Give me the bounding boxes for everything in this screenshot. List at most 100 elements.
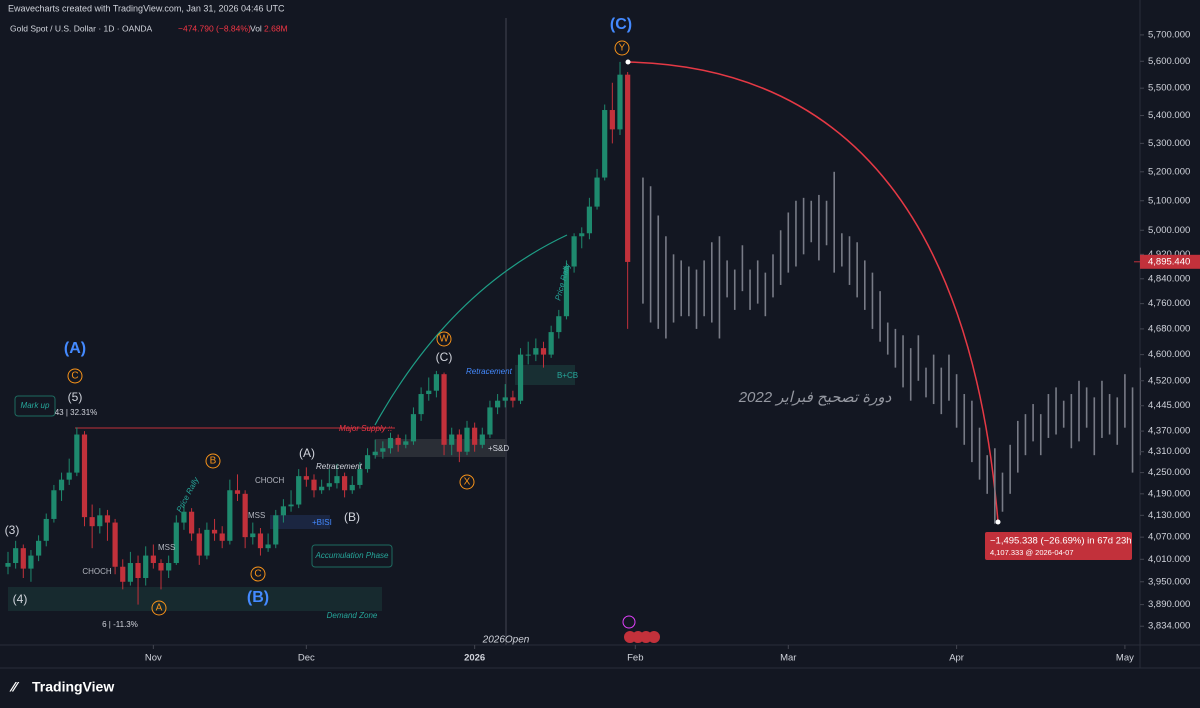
logo-mark: ⁄⁄ [9, 679, 19, 695]
wave-label: B [210, 456, 217, 467]
accumulation-box [311, 544, 393, 568]
y-tick-label: 5,000.000 [1148, 225, 1190, 236]
annotation: Retracement [316, 462, 363, 471]
candle-body [517, 354, 524, 401]
arc-end-dot [995, 519, 1001, 525]
candle-body [51, 490, 57, 519]
measure-label: −1,495.338 (−26.69%) in 67d 23h [990, 536, 1132, 547]
candle-body [89, 517, 95, 527]
annotation: +BISI [312, 518, 332, 527]
candle-body [196, 533, 202, 556]
candle-body [380, 448, 386, 452]
y-tick-label: 4,760.000 [1148, 298, 1190, 309]
y-tick-label: 4,310.000 [1148, 446, 1190, 457]
wave-label: (3) [5, 523, 20, 537]
wave-circle [436, 331, 452, 347]
candle-body [150, 555, 156, 564]
x-tick-label: Mar [780, 653, 796, 664]
candle-body [219, 533, 225, 541]
annotation: B+CB [557, 371, 578, 380]
bisi-box [270, 515, 330, 529]
candle-body [609, 110, 615, 130]
y-tick-label: 5,400.000 [1148, 110, 1190, 121]
candle-body [510, 397, 516, 401]
wave-label: (B) [247, 589, 269, 606]
y-tick-label: 5,100.000 [1148, 195, 1190, 206]
x-tick-label: 2026 [464, 653, 485, 664]
candle-body [97, 515, 103, 527]
candle-body [28, 555, 34, 569]
wave-label: (A) [64, 340, 86, 357]
candle-body [617, 74, 623, 130]
candle-body [456, 434, 462, 452]
wave-label: (5) [68, 390, 83, 404]
candle-body [265, 544, 271, 549]
last-price-label: 4,895.440 [1148, 256, 1190, 267]
candle-body [586, 206, 592, 234]
candle-body [418, 394, 424, 415]
candle-body [387, 437, 394, 449]
wave-label: A [156, 603, 163, 614]
markup-box [14, 395, 56, 417]
stat-label: 43 | 32.31% [55, 408, 98, 417]
wave-label: (B) [344, 510, 360, 524]
arc-start-dot [625, 59, 631, 65]
y-tick-label: 5,300.000 [1148, 138, 1190, 149]
y-tick-label: 5,200.000 [1148, 166, 1190, 177]
candle-body [74, 434, 80, 473]
candle-body [579, 233, 585, 237]
y-tick-label: 4,840.000 [1148, 273, 1190, 284]
y-tick-label: 3,890.000 [1148, 599, 1190, 610]
candle-body [135, 563, 141, 578]
candle-body [143, 555, 149, 578]
candle-body [257, 533, 264, 549]
candle-body [181, 511, 187, 523]
candle-body [166, 563, 172, 571]
brand[interactable]: TradingView [32, 679, 114, 695]
candle-body [548, 332, 554, 355]
y-tick-label: 4,250.000 [1148, 467, 1190, 478]
annotation: 2026Open [482, 635, 530, 646]
candle-body [296, 476, 302, 505]
y-tick-label: 3,834.000 [1148, 621, 1190, 632]
candle-body [280, 506, 286, 516]
candle-body [127, 563, 133, 582]
x-tick-label: Apr [949, 653, 964, 664]
y-tick-label: 4,370.000 [1148, 426, 1190, 437]
candle-body [319, 486, 325, 491]
candle-body [311, 479, 317, 491]
candle-body [525, 354, 531, 356]
candle-body [234, 490, 241, 494]
annotation: CHOCH [82, 567, 112, 576]
candle-body [250, 533, 256, 538]
candle-body [120, 566, 126, 582]
demand-zone-box [8, 587, 382, 611]
wave-circle [250, 566, 266, 582]
candle-body [625, 74, 631, 262]
y-tick-label: 4,445.000 [1148, 400, 1190, 411]
x-tick-label: Nov [145, 653, 162, 664]
y-tick-label: 4,920.000 [1148, 249, 1190, 260]
y-tick-label: 4,600.000 [1148, 349, 1190, 360]
candle-body [563, 266, 570, 317]
candle-body [433, 374, 439, 391]
candle-body [112, 522, 118, 567]
candle-body [441, 374, 447, 445]
wave-label: Y [619, 43, 626, 54]
candle-body [288, 504, 294, 507]
candle-body [594, 177, 600, 207]
annotation: +S&D [488, 444, 509, 453]
wave-label: C [254, 569, 261, 580]
annotation: MSS [248, 511, 265, 520]
wave-label: (A) [299, 446, 315, 460]
header-vol-label: Vol [250, 23, 262, 33]
candle-body [242, 493, 248, 538]
wave-circle [614, 40, 630, 56]
annotation: Major Supply :: [339, 424, 392, 433]
annotation: Mark up [21, 401, 50, 410]
candle-body [364, 455, 371, 470]
candle-body [227, 490, 233, 541]
candle-body [487, 407, 493, 435]
wave-circle [205, 453, 221, 469]
candle-body [357, 469, 363, 485]
